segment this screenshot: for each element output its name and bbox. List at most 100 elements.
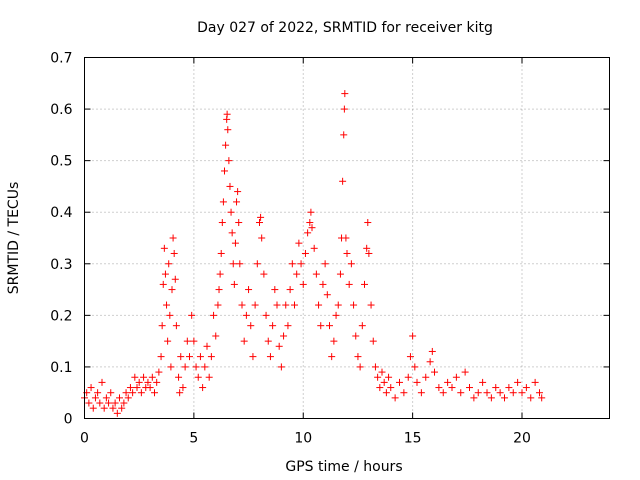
y-tick-label: 0.5 [50, 154, 72, 170]
data-point [336, 270, 344, 278]
y-axis-label: SRMTID / TECUs [6, 182, 22, 295]
data-point [234, 188, 242, 196]
chart-title: Day 027 of 2022, SRMTID for receiver kit… [197, 20, 493, 36]
data-point [496, 389, 504, 397]
data-point [262, 311, 270, 319]
axis-ticks: 0 0.1 0.2 0.3 0.4 0.5 0.6 0.7 0 5 10 15 20 [50, 51, 610, 447]
data-point [264, 337, 272, 345]
data-point [157, 353, 165, 361]
data-point [218, 219, 226, 227]
data-point [205, 373, 213, 381]
data-point [326, 322, 333, 330]
data-point [144, 378, 152, 386]
data-point [245, 286, 253, 294]
data-point [203, 342, 211, 350]
data-point [470, 394, 478, 402]
data-point [332, 311, 340, 319]
data-point [227, 208, 235, 216]
y-tick-label: 0.6 [50, 102, 72, 118]
data-point [343, 249, 351, 257]
data-point [266, 353, 274, 361]
data-point [417, 389, 425, 397]
data-point [225, 157, 233, 165]
data-point [186, 353, 193, 361]
data-point [354, 353, 362, 361]
data-point [474, 389, 482, 397]
y-tick-label: 0.2 [50, 308, 72, 324]
data-point [188, 311, 196, 319]
data-point [400, 389, 408, 397]
data-point [518, 389, 526, 397]
data-point [404, 373, 412, 381]
data-point [217, 249, 225, 257]
data-point [196, 353, 204, 361]
y-tick-label: 0.1 [50, 360, 72, 376]
data-point [492, 384, 500, 392]
data-point [422, 373, 430, 381]
data-point [310, 244, 318, 252]
data-point [509, 389, 517, 397]
data-point [391, 394, 399, 402]
data-point [280, 332, 288, 340]
data-point [219, 198, 227, 206]
data-point [111, 399, 119, 407]
data-point [238, 301, 246, 309]
data-point [113, 409, 121, 417]
data-point [172, 322, 180, 330]
data-point [146, 384, 154, 392]
data-point [176, 389, 184, 397]
data-point [505, 384, 513, 392]
data-point [286, 286, 294, 294]
data-point [164, 337, 172, 345]
data-point [212, 332, 220, 340]
data-point [228, 229, 236, 237]
data-point [282, 301, 290, 309]
data-point [109, 404, 117, 412]
y-tick-label: 0.3 [50, 257, 72, 273]
data-point [341, 90, 349, 98]
data-point [356, 363, 364, 371]
data-point [215, 286, 223, 294]
data-point [439, 389, 447, 397]
data-point [226, 182, 234, 190]
data-point [163, 301, 171, 309]
data-point [214, 301, 222, 309]
data-point [342, 234, 350, 242]
data-point [435, 384, 443, 392]
data-point [378, 368, 386, 376]
data-point [364, 219, 372, 227]
data-point [166, 311, 174, 319]
data-point [107, 389, 115, 397]
data-point [94, 389, 102, 397]
data-point [105, 399, 113, 407]
data-point [483, 389, 491, 397]
data-point [376, 384, 384, 392]
data-point [98, 378, 106, 386]
data-point [426, 358, 434, 366]
data-point [328, 353, 336, 361]
data-point [277, 363, 285, 371]
data-point [330, 337, 338, 345]
data-point [319, 280, 327, 288]
data-point [531, 378, 539, 386]
data-point [321, 260, 329, 268]
data-point [365, 249, 373, 257]
data-point [301, 249, 309, 257]
data-point [347, 260, 355, 268]
data-point [374, 373, 382, 381]
data-point [159, 280, 167, 288]
data-point [249, 353, 257, 361]
data-point [284, 322, 292, 330]
data-point [116, 394, 123, 402]
data-point [273, 301, 281, 309]
data-point [181, 363, 189, 371]
data-point [306, 219, 314, 227]
data-point [167, 363, 175, 371]
data-point [235, 219, 243, 227]
data-point [96, 399, 104, 407]
data-point [350, 301, 358, 309]
data-point [291, 301, 298, 309]
x-tick-label: 5 [189, 431, 198, 447]
data-point [158, 322, 166, 330]
